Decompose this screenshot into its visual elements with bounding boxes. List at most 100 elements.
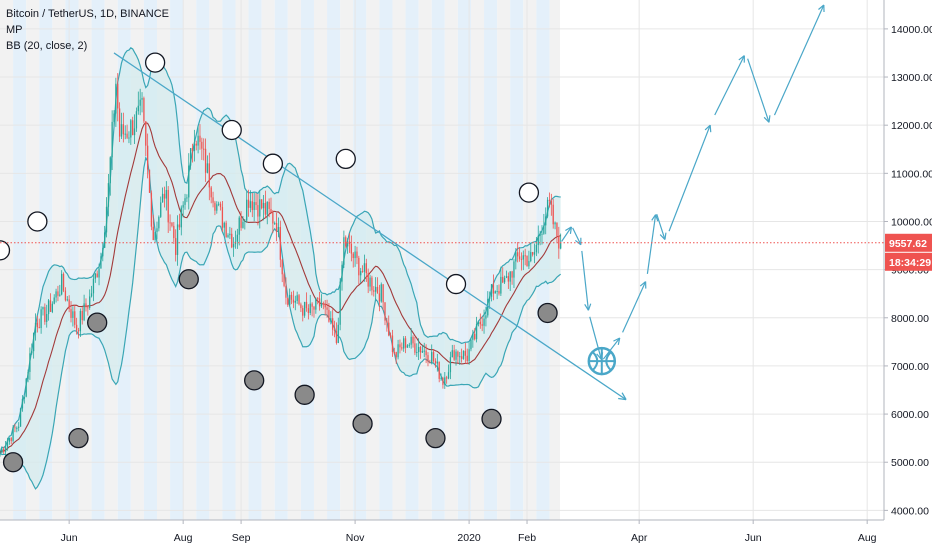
projection-segment[interactable] — [561, 226, 572, 242]
projection-segment[interactable] — [572, 227, 582, 246]
candle-body[interactable] — [32, 332, 35, 352]
candle-body[interactable] — [414, 343, 416, 353]
candle-body[interactable] — [4, 447, 7, 452]
candle-body[interactable] — [345, 237, 347, 247]
projection-segment[interactable] — [602, 337, 621, 360]
projection-segment[interactable] — [581, 250, 590, 311]
candle-body[interactable] — [361, 271, 364, 273]
candle-body[interactable] — [59, 294, 61, 296]
candle-body[interactable] — [122, 124, 125, 135]
candle-body[interactable] — [113, 113, 115, 122]
candle-body[interactable] — [10, 438, 12, 441]
candle-body[interactable] — [154, 232, 156, 241]
candle-body[interactable] — [292, 299, 295, 303]
projection-segment[interactable] — [589, 316, 602, 360]
candle-body[interactable] — [184, 198, 186, 205]
candle-body[interactable] — [382, 284, 384, 303]
candle-body[interactable] — [483, 318, 485, 326]
candle-body[interactable] — [374, 286, 377, 292]
candle-body[interactable] — [0, 452, 1, 456]
candle-body[interactable] — [214, 202, 216, 211]
cycle-circle-filled[interactable] — [481, 408, 502, 430]
candle-body[interactable] — [249, 201, 252, 208]
candle-body[interactable] — [109, 157, 111, 184]
trend-line-segment[interactable] — [113, 52, 627, 401]
candle-body[interactable] — [524, 255, 526, 257]
candle-body[interactable] — [358, 257, 360, 276]
candle-body[interactable] — [158, 216, 160, 229]
candle-body[interactable] — [227, 235, 229, 237]
candle-body[interactable] — [143, 98, 145, 122]
candle-body[interactable] — [502, 276, 504, 283]
candle-body[interactable] — [326, 307, 328, 310]
candle-body[interactable] — [397, 344, 399, 358]
candle-body[interactable] — [118, 108, 121, 137]
candle-body[interactable] — [272, 212, 274, 224]
cycle-circle-filled[interactable] — [178, 269, 199, 290]
candle-body[interactable] — [468, 349, 470, 361]
candle-body[interactable] — [102, 247, 104, 257]
candle-body[interactable] — [176, 224, 179, 255]
candle-body[interactable] — [169, 222, 171, 224]
candle-body[interactable] — [255, 202, 257, 206]
candle-body[interactable] — [431, 352, 433, 363]
candle-body[interactable] — [330, 318, 332, 322]
candle-body[interactable] — [274, 223, 276, 225]
candle-body[interactable] — [259, 199, 261, 217]
candle-body[interactable] — [264, 202, 267, 215]
price-axis[interactable]: 4000.005000.006000.007000.008000.009000.… — [883, 0, 932, 520]
candle-body[interactable] — [132, 120, 134, 136]
cycle-circle-open[interactable] — [144, 52, 166, 73]
candle-body[interactable] — [363, 263, 366, 272]
candle-body[interactable] — [296, 295, 298, 301]
candle-body[interactable] — [391, 335, 394, 353]
candle-body[interactable] — [104, 232, 106, 248]
candle-body[interactable] — [189, 148, 192, 166]
cycle-circle-filled[interactable] — [68, 427, 89, 449]
candle-body[interactable] — [541, 233, 543, 235]
cycle-circle-open[interactable] — [27, 211, 48, 232]
candle-body[interactable] — [219, 203, 222, 208]
candle-body[interactable] — [545, 216, 547, 226]
candle-body[interactable] — [208, 163, 210, 188]
candle-body[interactable] — [210, 187, 212, 198]
candle-body[interactable] — [133, 128, 136, 136]
candle-body[interactable] — [457, 351, 459, 357]
candle-body[interactable] — [399, 344, 401, 348]
candle-body[interactable] — [55, 291, 57, 298]
candle-body[interactable] — [537, 235, 539, 245]
candle-body[interactable] — [528, 261, 530, 267]
candle-body[interactable] — [410, 336, 412, 345]
candle-body[interactable] — [81, 310, 83, 321]
candle-body[interactable] — [489, 296, 491, 299]
candle-body[interactable] — [285, 285, 287, 298]
candle-body[interactable] — [191, 148, 194, 152]
candle-body[interactable] — [70, 309, 72, 318]
candle-body[interactable] — [360, 271, 362, 276]
candle-body[interactable] — [139, 99, 141, 106]
candle-body[interactable] — [298, 295, 300, 305]
candle-body[interactable] — [322, 303, 324, 305]
candle-body[interactable] — [425, 350, 427, 356]
candle-body[interactable] — [339, 281, 341, 325]
candle-body[interactable] — [320, 303, 323, 307]
candle-body[interactable] — [560, 242, 562, 249]
candle-body[interactable] — [417, 346, 420, 352]
candle-body[interactable] — [117, 83, 119, 109]
candle-body[interactable] — [6, 441, 9, 448]
countdown-tag[interactable] — [885, 252, 932, 271]
candle-body[interactable] — [348, 241, 351, 244]
candle-body[interactable] — [115, 83, 117, 114]
candle-body[interactable] — [236, 234, 239, 242]
candle-body[interactable] — [438, 361, 440, 379]
candle-body[interactable] — [244, 220, 246, 222]
candle-body[interactable] — [343, 237, 345, 265]
candle-body[interactable] — [429, 361, 431, 363]
candle-body[interactable] — [515, 252, 517, 262]
candle-body[interactable] — [453, 350, 455, 360]
cycle-circle-open[interactable] — [445, 273, 467, 295]
candle-body[interactable] — [378, 293, 381, 302]
candle-body[interactable] — [446, 377, 448, 379]
candle-body[interactable] — [238, 217, 240, 235]
